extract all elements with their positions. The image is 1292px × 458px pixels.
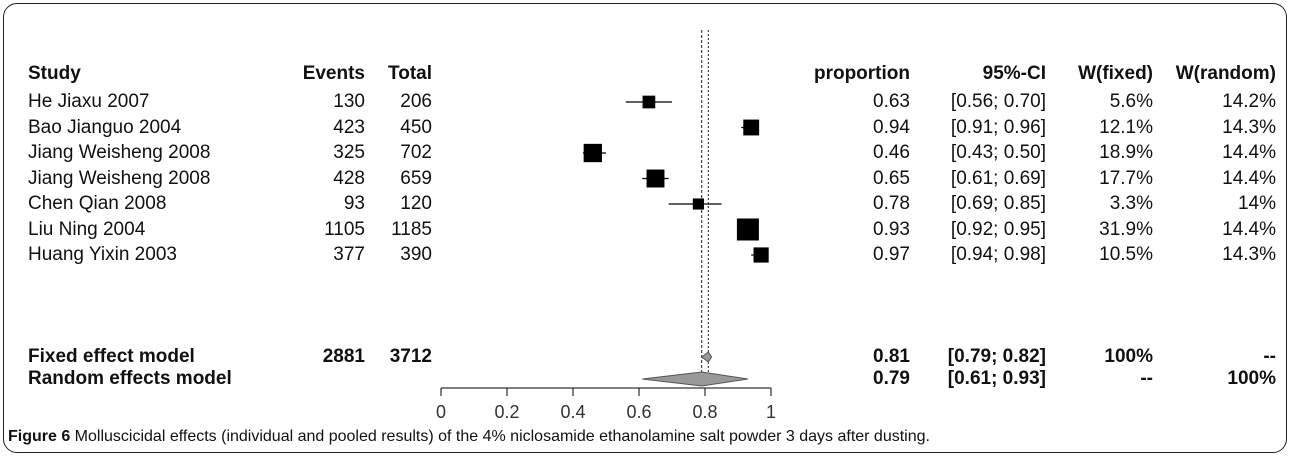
row-w-fixed: 10.5% (1099, 244, 1153, 265)
pooled-ci: [0.61; 0.93] (947, 368, 1046, 389)
study-square (743, 119, 760, 136)
row-events: 377 (333, 244, 365, 265)
header-w-random: W(random) (1175, 63, 1276, 84)
caption-lead: Figure 6 (8, 428, 71, 445)
row-total: 450 (400, 116, 432, 138)
row-proportion: 0.94 (873, 116, 910, 138)
row-w-random: 14.2% (1222, 91, 1276, 112)
row-proportion: 0.78 (873, 193, 910, 214)
x-tick-label: 1 (766, 402, 776, 422)
x-tick-label: 0 (436, 402, 446, 422)
pooled-study: Fixed effect model (28, 346, 195, 367)
row-w-fixed: 18.9% (1099, 142, 1153, 163)
row-events: 428 (333, 167, 365, 189)
row-events: 423 (333, 116, 365, 138)
row-w-random: 14.4% (1222, 167, 1276, 189)
row-total: 206 (400, 91, 432, 112)
caption-text: Molluscicidal effects (individual and po… (70, 428, 926, 445)
row-w-fixed: 3.3% (1109, 193, 1153, 214)
row-total: 120 (400, 193, 432, 214)
study-square (646, 169, 665, 188)
study-square (736, 218, 759, 241)
row-total: 390 (400, 244, 432, 265)
pooled-proportion: 0.81 (873, 346, 910, 367)
x-tick-label: 0.8 (692, 402, 717, 422)
row-events: 325 (333, 142, 365, 163)
pooled-total: 3712 (389, 346, 432, 367)
study-square (753, 247, 769, 263)
row-study: Jiang Weisheng 2008 (28, 167, 211, 189)
row-study: Bao Jianguo 2004 (28, 116, 182, 138)
row-w-random: 14.4% (1222, 142, 1276, 163)
row-w-random: 14% (1237, 193, 1276, 214)
pooled-w-fixed: -- (1140, 368, 1153, 389)
row-ci: [0.56; 0.70] (950, 91, 1046, 112)
x-tick-label: 0.6 (626, 402, 651, 422)
header-study: Study (28, 63, 81, 84)
row-study: Huang Yixin 2003 (28, 244, 177, 265)
row-proportion: 0.46 (873, 142, 910, 163)
pooled-study: Random effects model (28, 368, 232, 389)
row-ci: [0.94; 0.98] (950, 244, 1046, 265)
row-events: 130 (333, 91, 365, 112)
study-square (692, 198, 704, 210)
pooled-w-random: -- (1263, 346, 1276, 367)
row-events: 1105 (324, 218, 365, 240)
fixed-effect-diamond (700, 351, 713, 363)
pooled-ci: [0.79; 0.82] (947, 346, 1046, 367)
row-w-random: 14.3% (1222, 244, 1276, 265)
random-effects-diamond (642, 371, 748, 387)
figure-frame (3, 3, 1287, 453)
row-proportion: 0.63 (873, 91, 910, 112)
x-tick-label: 0.4 (560, 402, 585, 422)
row-total: 1185 (391, 218, 432, 240)
row-proportion: 0.65 (873, 167, 910, 189)
row-study: Chen Qian 2008 (28, 193, 167, 214)
row-study: Jiang Weisheng 2008 (28, 142, 211, 163)
pooled-w-fixed: 100% (1104, 346, 1153, 367)
row-events: 93 (343, 193, 365, 214)
row-ci: [0.61; 0.69] (950, 167, 1046, 189)
row-ci: [0.91; 0.96] (950, 116, 1046, 138)
row-w-fixed: 12.1% (1099, 116, 1153, 138)
row-w-fixed: 31.9% (1099, 218, 1153, 240)
row-ci: [0.69; 0.85] (950, 193, 1046, 214)
row-total: 659 (400, 167, 432, 189)
x-tick-label: 0.2 (494, 402, 519, 422)
header-w-fixed: W(fixed) (1078, 63, 1153, 84)
row-w-random: 14.3% (1222, 116, 1276, 138)
row-w-fixed: 17.7% (1099, 167, 1153, 189)
header-proportion: proportion (813, 63, 910, 84)
pooled-proportion: 0.79 (873, 368, 910, 389)
study-square (583, 143, 602, 163)
pooled-events: 2881 (322, 346, 365, 367)
row-w-fixed: 5.6% (1109, 91, 1153, 112)
row-ci: [0.92; 0.95] (950, 218, 1046, 240)
row-study: He Jiaxu 2007 (28, 91, 150, 112)
row-study: Liu Ning 2004 (28, 218, 146, 240)
row-ci: [0.43; 0.50] (950, 142, 1046, 163)
row-proportion: 0.97 (873, 244, 910, 265)
header-total: Total (388, 63, 432, 84)
row-proportion: 0.93 (873, 218, 910, 240)
pooled-w-random: 100% (1227, 368, 1276, 389)
row-w-random: 14.4% (1222, 218, 1276, 240)
caption-end: . (925, 428, 930, 445)
header-ci: 95%-CI (982, 63, 1046, 84)
row-total: 702 (400, 142, 432, 163)
header-events: Events (302, 63, 365, 84)
study-square (642, 95, 656, 109)
figure-caption: Figure 6 Molluscicidal effects (individu… (8, 428, 930, 446)
